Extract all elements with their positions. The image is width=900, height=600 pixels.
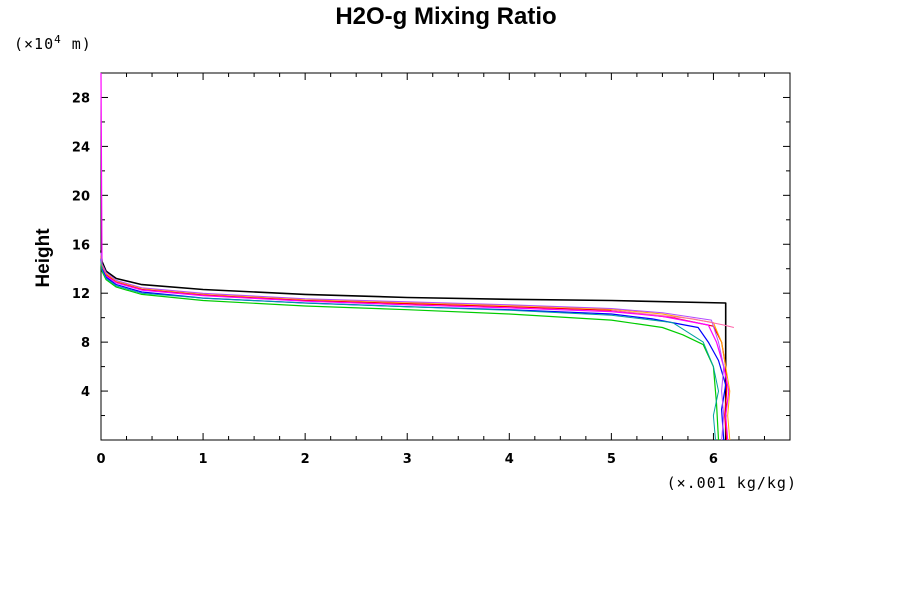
y-units-suffix: m) xyxy=(62,35,92,53)
y-tick-label: 16 xyxy=(72,238,90,253)
x-tick-label: 1 xyxy=(199,452,208,467)
y-tick-label: 8 xyxy=(81,336,90,351)
series-line-2 xyxy=(100,256,728,441)
y-units-label: (×104 m) xyxy=(14,33,92,53)
axis-ticks xyxy=(100,72,791,440)
series-line-4 xyxy=(100,258,727,441)
series-line-3 xyxy=(100,72,730,441)
x-tick-label: 0 xyxy=(96,452,105,467)
plot-frame xyxy=(100,72,791,441)
x-units-label: (×.001 kg/kg) xyxy=(667,474,797,492)
series-line-8 xyxy=(100,252,725,441)
chart-title: H2O-g Mixing Ratio xyxy=(335,3,556,30)
y-units-prefix: (×10 xyxy=(14,35,54,53)
y-tick-label: 20 xyxy=(72,189,90,204)
series-line-9 xyxy=(611,309,735,328)
y-axis-label: Height xyxy=(33,228,54,288)
series-line-7 xyxy=(100,254,731,441)
y-tick-label: 28 xyxy=(72,91,90,106)
x-tick-label: 3 xyxy=(403,452,412,467)
y-tick-label: 12 xyxy=(72,287,90,302)
y-tick-label: 4 xyxy=(81,385,90,400)
y-units-exponent: 4 xyxy=(54,33,62,46)
x-tick-label: 4 xyxy=(505,452,514,467)
series-line-1 xyxy=(100,250,727,440)
x-tick-label: 2 xyxy=(301,452,310,467)
x-tick-label: 6 xyxy=(709,452,718,467)
data-series xyxy=(100,72,735,441)
y-tick-label: 24 xyxy=(72,140,90,155)
series-line-6 xyxy=(100,261,719,441)
x-tick-label: 5 xyxy=(607,452,616,467)
